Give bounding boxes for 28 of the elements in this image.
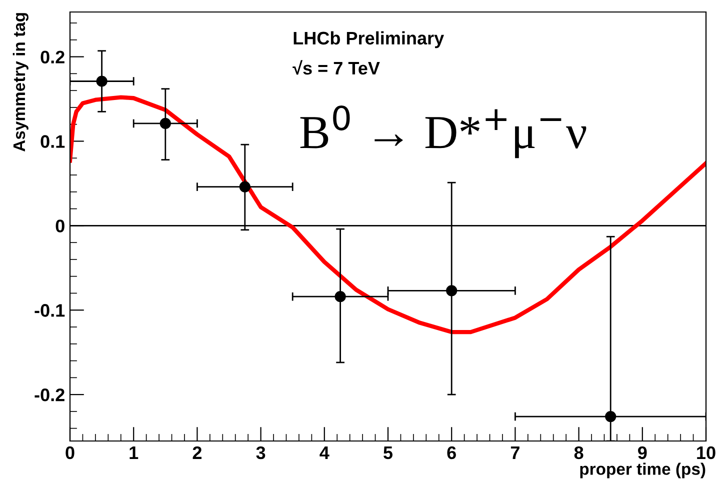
point <box>446 285 458 296</box>
x-tick-label: 1 <box>130 446 138 459</box>
x-tick-label: 0 <box>66 446 74 460</box>
annotation: LHCb Preliminary <box>294 31 444 48</box>
point <box>334 291 346 302</box>
point <box>605 410 616 422</box>
y-tick-label: 0.1 <box>40 135 65 148</box>
x-tick-label: 4 <box>320 446 330 459</box>
y-tick-label: -0.2 <box>34 388 64 402</box>
x-tick-label: 5 <box>384 446 393 460</box>
y-axis-title: Asymmetry in tag <box>12 13 28 152</box>
x-tick-label: 9 <box>638 446 647 460</box>
x-tick-label: 3 <box>256 446 266 460</box>
x-tick-label: 2 <box>192 446 202 459</box>
y-tick-label: 0 <box>56 220 64 232</box>
x-tick-label: 8 <box>574 446 584 460</box>
x-axis-title: proper time (ps) <box>580 462 706 478</box>
annotation: B$^{0}$ → D*$^{+}$μ$^{−}$ν <box>300 105 586 158</box>
annotation: √s = 7 TeV <box>292 60 380 75</box>
x-tick-label: 6 <box>447 446 456 460</box>
line-series <box>70 95 706 334</box>
point <box>160 118 171 130</box>
point <box>239 181 250 192</box>
y-tick-label: -0.1 <box>34 304 65 317</box>
x-tick-label: 7 <box>510 446 520 459</box>
x-tick-label: 10 <box>697 446 716 460</box>
point <box>96 76 108 87</box>
y-tick-label: 0.2 <box>40 50 64 64</box>
